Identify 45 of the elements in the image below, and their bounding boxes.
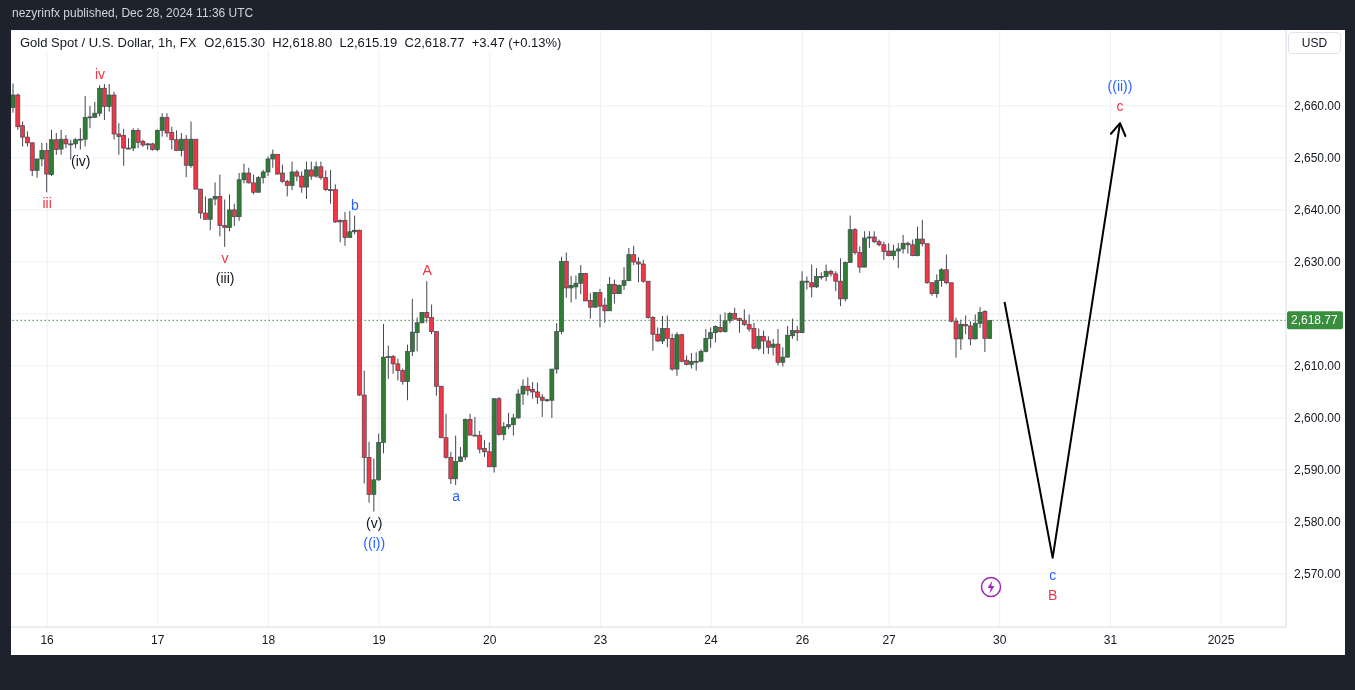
annotation: A xyxy=(422,262,433,279)
annotation: a xyxy=(452,488,461,505)
y-tick-label: 2,660.00 xyxy=(1294,99,1342,114)
x-tick-label: 20 xyxy=(483,632,497,647)
x-tick-label: 31 xyxy=(1103,632,1118,647)
candlestick xyxy=(82,95,88,147)
y-tick-label: 2,570.00 xyxy=(1294,567,1342,582)
y-axis-title: USD xyxy=(1288,32,1341,54)
text: nezyrinfx published, Dec 28, 2024 11:36 UTC xyxy=(12,6,254,20)
y-tick-label: 2,590.00 xyxy=(1294,463,1342,478)
ref-line-label: 2,618.77 xyxy=(1291,313,1339,328)
x-tick-label: 2025 xyxy=(1207,632,1235,647)
x-tick-label: 19 xyxy=(372,632,387,647)
annotation: iii xyxy=(42,195,52,212)
x-tick-label: 24 xyxy=(704,632,719,647)
x-tick-label: 17 xyxy=(151,632,165,647)
x-tick-label: 23 xyxy=(593,632,608,647)
y-tick-label: 2,630.00 xyxy=(1294,255,1342,270)
x-tick-label: 30 xyxy=(993,632,1007,647)
y-tick-label: 2,580.00 xyxy=(1294,515,1342,530)
x-tick-label: 27 xyxy=(882,632,897,647)
annotation: (iv) xyxy=(71,152,91,169)
candlestick xyxy=(539,393,545,418)
candlestick xyxy=(597,288,603,328)
chart-title: Gold Spot / U.S. Dollar, 1h, FX xyxy=(20,35,197,50)
y-tick-label: 2,600.00 xyxy=(1294,411,1342,426)
annotation: c xyxy=(1116,98,1124,115)
chart-subtitle: O2,615.30 H2,618.80 L2,615.19 C2,618.77 +3.47 (+0.13%) xyxy=(204,35,562,50)
y-tick-label: 2,610.00 xyxy=(1294,359,1342,374)
x-tick-label: 16 xyxy=(40,632,55,647)
annotation: ((i)) xyxy=(363,534,386,551)
annotation: (v) xyxy=(366,514,383,531)
annotation: v xyxy=(221,249,229,266)
annotation: B xyxy=(1047,586,1058,603)
annotation: (iii) xyxy=(215,269,235,286)
x-tick-label: 26 xyxy=(795,632,810,647)
annotation: iv xyxy=(94,66,106,83)
annotation: ((ii)) xyxy=(1107,78,1133,95)
candlestick xyxy=(775,328,781,366)
y-tick-label: 2,640.00 xyxy=(1294,203,1342,218)
candlestick xyxy=(342,211,348,247)
annotation: b xyxy=(351,196,360,213)
y-tick-label: 2,650.00 xyxy=(1294,151,1342,166)
annotation: c xyxy=(1049,566,1057,583)
x-tick-label: 18 xyxy=(261,632,276,647)
